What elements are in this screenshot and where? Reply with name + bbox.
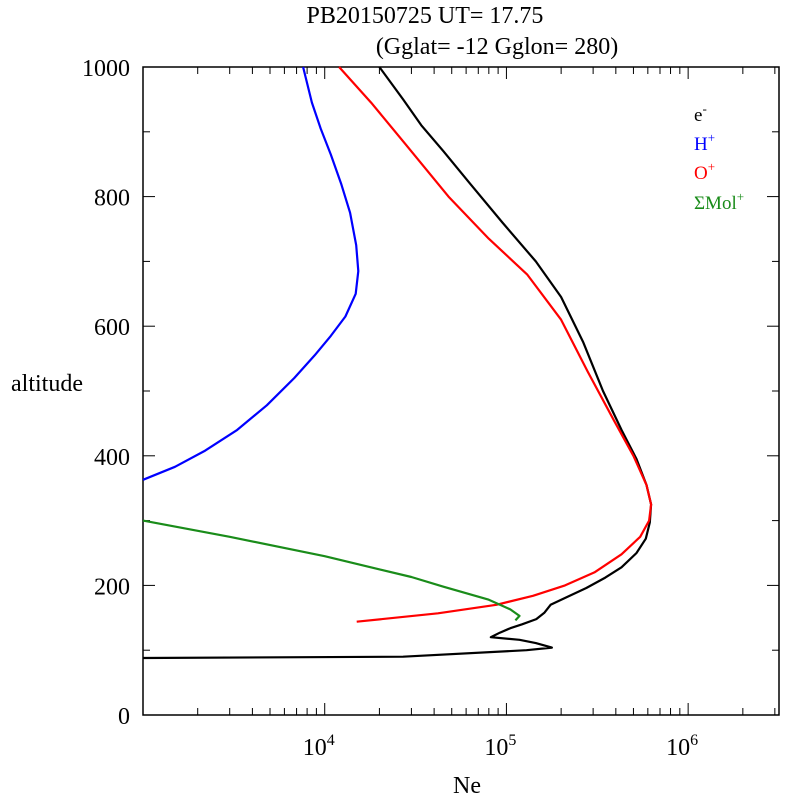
x-tick-label: 106 bbox=[666, 732, 698, 761]
series-line-3 bbox=[142, 519, 521, 622]
legend-entry: O+ bbox=[694, 159, 715, 184]
y-tick-labels: 0 200 400 600 800 1000 bbox=[82, 56, 130, 730]
legend-entry: H+ bbox=[694, 130, 715, 155]
legend-entry: ΣMol+ bbox=[694, 189, 744, 214]
x-tick-label: 105 bbox=[484, 732, 516, 761]
y-tick-label: 0 bbox=[118, 704, 130, 730]
legend: e- H+ O+ ΣMol+ bbox=[694, 101, 744, 214]
series-line-2 bbox=[338, 66, 653, 623]
series-lines bbox=[142, 66, 653, 660]
x-axis-label: Ne bbox=[453, 773, 481, 796]
series-line-0 bbox=[142, 66, 653, 660]
axis-ticks bbox=[142, 66, 779, 716]
y-axis-label: altitude bbox=[11, 371, 83, 397]
y-tick-label: 1000 bbox=[82, 56, 130, 82]
series-line-1 bbox=[142, 66, 360, 481]
y-tick-label: 400 bbox=[94, 445, 130, 471]
y-tick-label: 800 bbox=[94, 186, 130, 212]
plot-frame bbox=[142, 66, 780, 716]
chart-title: PB20150725 UT= 17.75 bbox=[307, 3, 544, 29]
x-tick-labels: 104 105 106 bbox=[303, 732, 698, 761]
y-tick-label: 200 bbox=[94, 574, 130, 600]
y-tick-label: 600 bbox=[94, 315, 130, 341]
legend-entry: e- bbox=[694, 101, 707, 126]
chart-subtitle: (Gglat= -12 Gglon= 280) bbox=[376, 34, 618, 60]
x-tick-label: 104 bbox=[303, 732, 335, 761]
